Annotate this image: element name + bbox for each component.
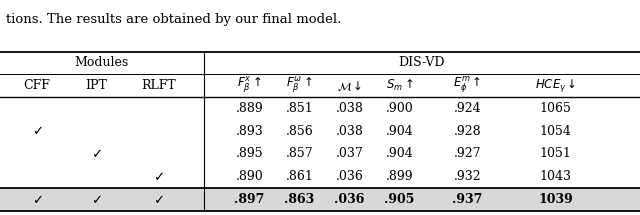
Text: .857: .857: [285, 147, 314, 160]
Text: 1043: 1043: [540, 170, 572, 183]
Text: .036: .036: [335, 170, 364, 183]
Text: $F_{\beta}^{x}\uparrow$: $F_{\beta}^{x}\uparrow$: [237, 76, 262, 95]
Text: .932: .932: [453, 170, 481, 183]
Text: .904: .904: [385, 147, 413, 160]
Text: Modules: Modules: [75, 57, 129, 69]
Text: $\checkmark$: $\checkmark$: [32, 125, 42, 138]
Text: $HCE_{\gamma}\downarrow$: $HCE_{\gamma}\downarrow$: [535, 77, 576, 94]
Text: $F_{\beta}^{\omega}\uparrow$: $F_{\beta}^{\omega}\uparrow$: [286, 76, 313, 95]
Text: .937: .937: [452, 193, 483, 206]
Text: .927: .927: [454, 147, 481, 160]
Text: IPT: IPT: [85, 79, 107, 92]
Text: CFF: CFF: [24, 79, 51, 92]
Text: .899: .899: [385, 170, 413, 183]
Text: .890: .890: [236, 170, 264, 183]
Text: .861: .861: [285, 170, 314, 183]
Text: .889: .889: [236, 102, 264, 115]
Text: .900: .900: [385, 102, 413, 115]
Text: $S_m\uparrow$: $S_m\uparrow$: [386, 78, 413, 93]
Text: .897: .897: [234, 193, 265, 206]
Text: $\checkmark$: $\checkmark$: [154, 170, 164, 183]
Text: .037: .037: [335, 147, 364, 160]
Text: $\checkmark$: $\checkmark$: [91, 147, 101, 160]
Text: 1039: 1039: [538, 193, 573, 206]
Text: .863: .863: [284, 193, 315, 206]
Text: DIS-VD: DIS-VD: [399, 57, 445, 69]
Text: 1065: 1065: [540, 102, 572, 115]
Bar: [0, 188, 640, 211]
Text: .038: .038: [335, 102, 364, 115]
Text: .038: .038: [335, 125, 364, 138]
Text: $\mathcal{M}\downarrow$: $\mathcal{M}\downarrow$: [337, 79, 362, 93]
Text: .895: .895: [236, 147, 264, 160]
Text: $E_{\phi}^{m}\uparrow$: $E_{\phi}^{m}\uparrow$: [453, 76, 481, 95]
Text: 1051: 1051: [540, 147, 572, 160]
Text: $\checkmark$: $\checkmark$: [154, 193, 164, 206]
Text: .924: .924: [453, 102, 481, 115]
Text: 1054: 1054: [540, 125, 572, 138]
Text: .036: .036: [334, 193, 365, 206]
Text: .893: .893: [236, 125, 264, 138]
Text: .856: .856: [285, 125, 314, 138]
Text: .905: .905: [384, 193, 415, 206]
Text: .928: .928: [453, 125, 481, 138]
Text: .904: .904: [385, 125, 413, 138]
Text: .851: .851: [285, 102, 314, 115]
Text: $\checkmark$: $\checkmark$: [32, 193, 42, 206]
Text: $\checkmark$: $\checkmark$: [91, 193, 101, 206]
Text: RLFT: RLFT: [141, 79, 176, 92]
Text: tions. The results are obtained by our final model.: tions. The results are obtained by our f…: [6, 13, 342, 26]
